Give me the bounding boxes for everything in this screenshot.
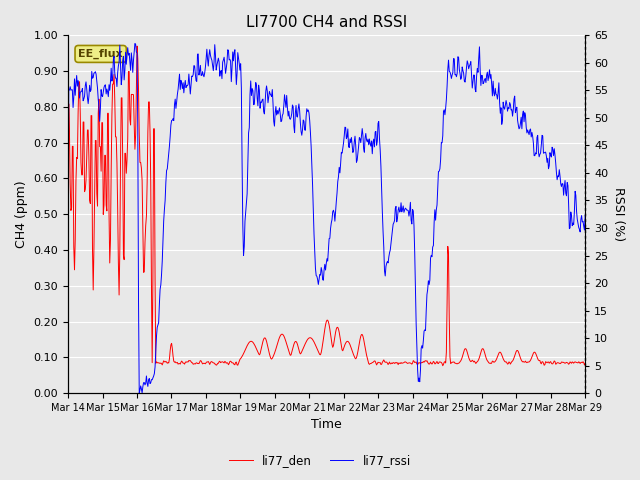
li77_rssi: [136, 390, 143, 396]
li77_rssi: [131, 41, 139, 47]
li77_rssi: [180, 83, 188, 88]
Y-axis label: RSSI (%): RSSI (%): [612, 187, 625, 241]
li77_rssi: [64, 237, 72, 242]
li77_den: [581, 360, 589, 366]
li77_den: [180, 360, 188, 366]
Y-axis label: CH4 (ppm): CH4 (ppm): [15, 180, 28, 248]
li77_rssi: [74, 84, 81, 89]
Title: LI7700 CH4 and RSSI: LI7700 CH4 and RSSI: [246, 15, 407, 30]
li77_den: [390, 360, 397, 366]
li77_den: [207, 359, 215, 364]
li77_rssi: [391, 217, 399, 223]
li77_den: [127, 122, 134, 128]
X-axis label: Time: Time: [311, 419, 342, 432]
Text: EE_flux: EE_flux: [78, 49, 123, 59]
Line: li77_rssi: li77_rssi: [68, 44, 585, 393]
li77_den: [439, 363, 447, 369]
li77_den: [133, 43, 141, 49]
li77_rssi: [406, 208, 413, 214]
li77_den: [405, 360, 413, 366]
li77_rssi: [581, 212, 589, 218]
li77_den: [74, 156, 81, 161]
Legend: li77_den, li77_rssi: li77_den, li77_rssi: [224, 449, 416, 472]
li77_den: [64, 241, 72, 247]
Line: li77_den: li77_den: [68, 46, 585, 366]
li77_rssi: [208, 57, 216, 63]
li77_rssi: [127, 67, 134, 73]
